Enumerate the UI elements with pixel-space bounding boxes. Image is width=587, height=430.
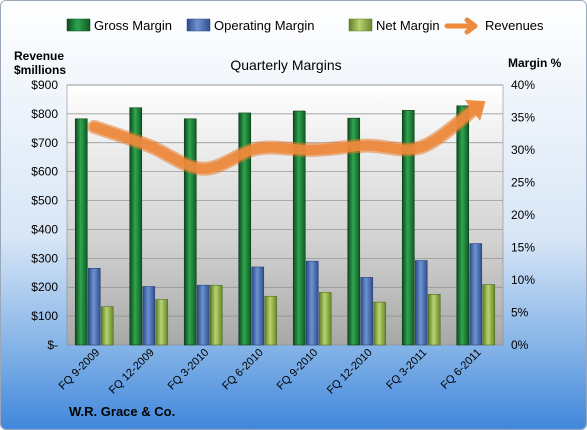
legend-swatch-operating-margin <box>186 18 211 32</box>
left-tick-label: $300 <box>31 251 58 265</box>
left-tick-label: $600 <box>31 165 58 179</box>
left-axis-title-line2: $millions <box>14 63 66 77</box>
bar-gross-margin <box>292 110 306 346</box>
revenue-point <box>93 126 95 128</box>
revenue-point <box>311 149 313 151</box>
right-tick-label: 15% <box>511 241 535 255</box>
bar-operating-margin <box>196 284 210 346</box>
bar-operating-margin <box>142 286 156 346</box>
bar-net-margin <box>318 292 332 346</box>
left-axis-ticks: $- $100 $200 $300 $400 $500 $600 $700 $800 $900 <box>31 78 58 352</box>
left-tick-label: $900 <box>31 78 58 92</box>
bar-gross-margin <box>183 118 197 346</box>
bar-net-margin <box>100 306 114 346</box>
bars <box>74 105 496 346</box>
bar-gross-margin <box>238 112 252 346</box>
bar-operating-margin <box>87 267 101 346</box>
revenue-point <box>148 145 150 147</box>
revenue-point <box>202 168 204 170</box>
right-tick-label: 35% <box>511 111 535 125</box>
bar-net-margin <box>427 293 441 346</box>
left-tick-label: $700 <box>31 136 58 150</box>
left-axis-title-line1: Revenue <box>14 49 64 63</box>
bar-operating-margin <box>305 260 319 346</box>
bar-operating-margin <box>360 277 374 346</box>
legend-swatch-net-margin <box>348 18 373 32</box>
left-tick-label: $400 <box>31 222 58 236</box>
revenue-point <box>420 146 422 148</box>
right-tick-label: 10% <box>511 273 535 287</box>
right-tick-label: 5% <box>511 306 529 320</box>
bar-gross-margin <box>129 107 143 346</box>
revenue-point <box>257 148 259 150</box>
revenue-line-group <box>87 99 486 176</box>
right-tick-label: 40% <box>511 78 535 92</box>
right-tick-label: 25% <box>511 176 535 190</box>
right-tick-label: 0% <box>511 338 529 352</box>
bar-net-margin <box>209 284 223 346</box>
legend-label-gross-margin: Gross Margin <box>94 18 172 33</box>
bar-gross-margin <box>347 117 361 346</box>
left-tick-label: $800 <box>31 107 58 121</box>
revenue-arrow-head <box>464 99 486 122</box>
left-tick-label: $100 <box>31 309 58 323</box>
legend-item-net-margin: Net Margin <box>348 18 440 33</box>
right-tick-label: 20% <box>511 208 535 222</box>
bar-net-margin <box>155 299 169 346</box>
bar-net-margin <box>373 301 387 346</box>
left-tick-label: $200 <box>31 280 58 294</box>
chart-title: Quarterly Margins <box>230 57 341 73</box>
bar-operating-margin <box>469 243 483 346</box>
legend-item-operating-margin: Operating Margin <box>186 18 314 33</box>
left-tick-label: $500 <box>31 194 58 208</box>
legend-label-revenues: Revenues <box>485 18 544 33</box>
legend-item-gross-margin: Gross Margin <box>66 18 172 33</box>
revenue-point <box>366 145 368 147</box>
bar-net-margin <box>264 295 278 346</box>
legend-swatch-gross-margin <box>66 18 91 32</box>
legend-label-net-margin: Net Margin <box>376 18 440 33</box>
legend: Gross Margin Operating Margin Net Margin… <box>66 17 544 35</box>
revenue-point <box>475 107 477 109</box>
legend-label-operating-margin: Operating Margin <box>214 18 314 33</box>
left-tick-label: $- <box>47 338 58 352</box>
bar-gross-margin <box>74 118 88 346</box>
bar-net-margin <box>482 284 496 346</box>
footer-label: W.R. Grace & Co. <box>69 404 175 419</box>
bar-gross-margin <box>456 105 470 346</box>
bar-operating-margin <box>414 260 428 346</box>
right-axis-ticks: 0% 5% 10% 15% 20% 25% 30% 35% 40% <box>511 78 535 352</box>
right-tick-label: 30% <box>511 143 535 157</box>
legend-item-revenues: Revenues <box>444 17 544 35</box>
bar-gross-margin <box>401 110 415 346</box>
legend-swatch-revenues-arrow <box>444 17 478 35</box>
bar-operating-margin <box>251 266 265 346</box>
right-axis-title: Margin % <box>508 56 562 70</box>
